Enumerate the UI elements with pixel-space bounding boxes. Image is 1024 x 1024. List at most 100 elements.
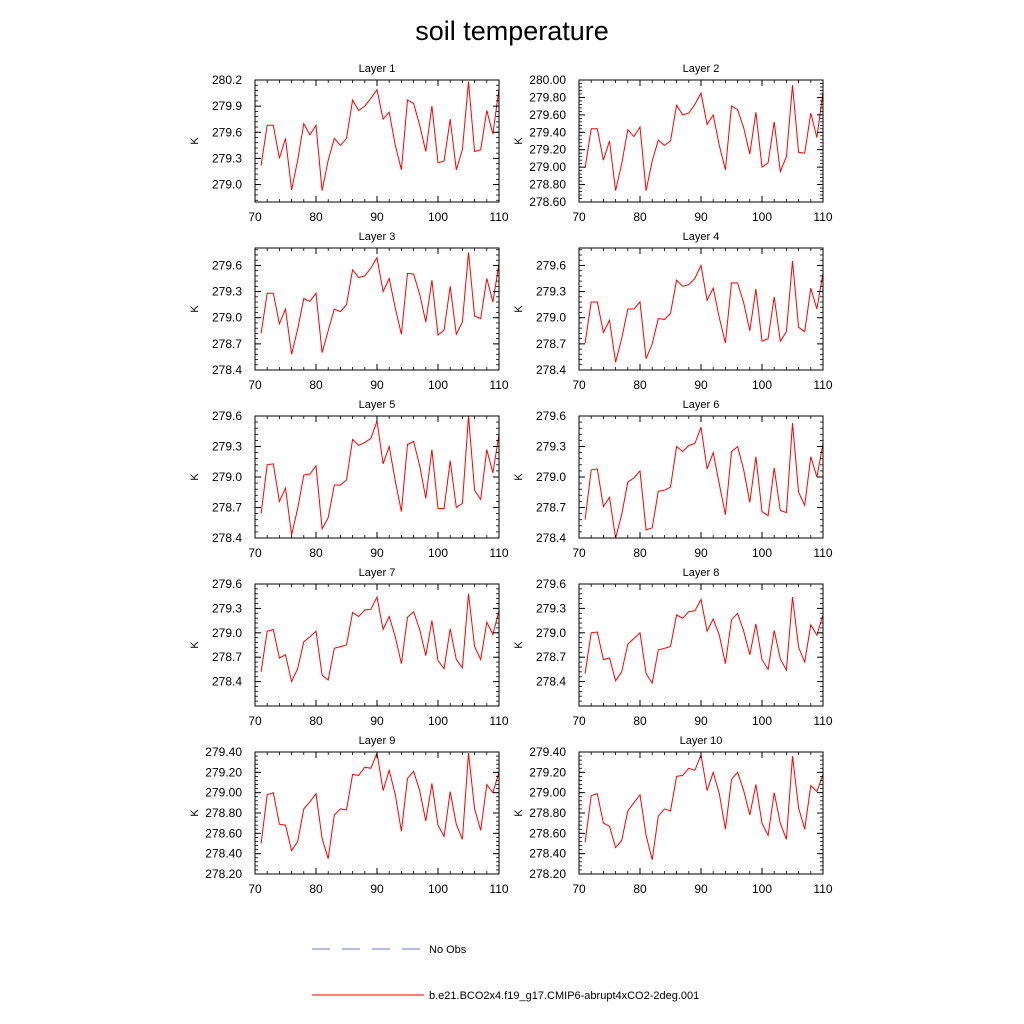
x-tick-label: 70 (572, 378, 586, 392)
x-tick-label: 90 (370, 714, 384, 728)
x-tick-label: 100 (752, 882, 772, 896)
x-tick-label: 80 (309, 210, 323, 224)
x-tick-label: 80 (309, 546, 323, 560)
y-tick-label: 279.3 (536, 440, 566, 454)
panel-layer-8: Layer 8 K 70 80 90 100 110 278.4 278.7 279.0 279.3… (513, 567, 833, 728)
y-tick-label: 278.4 (212, 675, 242, 689)
y-tick-label: 278.80 (529, 178, 566, 192)
y-tick-label: 278.7 (536, 650, 566, 664)
x-tick-label: 100 (752, 378, 772, 392)
panel-title: Layer 1 (359, 63, 396, 75)
y-tick-label: 279.6 (212, 125, 242, 139)
legend: No Obs b.e21.BCO2x4.f19_g17.CMIP6-abrupt… (312, 944, 699, 1002)
x-tick-label: 90 (694, 378, 708, 392)
y-axis-label: K (513, 809, 525, 817)
x-tick-label: 70 (572, 210, 586, 224)
x-tick-label: 110 (813, 882, 832, 896)
series-line (584, 423, 824, 539)
series-line (260, 593, 500, 684)
y-tick-label: 278.60 (205, 826, 242, 840)
y-tick-label: 279.3 (536, 601, 566, 615)
y-tick-label: 279.3 (212, 151, 242, 165)
y-tick-label: 278.80 (529, 806, 566, 820)
x-tick-label: 70 (248, 714, 262, 728)
x-tick-label: 80 (309, 714, 323, 728)
y-tick-label: 279.6 (536, 577, 566, 591)
y-tick-label: 278.80 (205, 806, 242, 820)
x-tick-label: 100 (428, 378, 448, 392)
x-tick-label: 70 (248, 210, 262, 224)
series-line (584, 596, 824, 685)
x-tick-label: 100 (428, 714, 448, 728)
x-tick-label: 100 (752, 546, 772, 560)
y-tick-label: 279.00 (529, 160, 566, 174)
y-tick-label: 278.20 (529, 867, 566, 881)
y-tick-label: 279.0 (212, 470, 242, 484)
panel-layer-10: Layer 10 K 70 80 90 100 110 278.20 278.40 278.60 2… (513, 735, 833, 896)
panel-title: Layer 9 (359, 735, 396, 747)
x-tick-label: 110 (489, 378, 508, 392)
y-tick-label: 278.4 (536, 675, 566, 689)
x-tick-label: 90 (694, 714, 708, 728)
panel-title: Layer 6 (683, 399, 720, 411)
x-tick-label: 110 (813, 546, 832, 560)
y-tick-label: 279.00 (529, 786, 566, 800)
series-line (260, 81, 500, 191)
y-tick-label: 279.20 (529, 765, 566, 779)
x-tick-label: 100 (428, 210, 448, 224)
plot-frame (254, 751, 500, 875)
panel-layer-7: Layer 7 K 70 80 90 100 110 278.4 278.7 279.0 279.3… (189, 567, 509, 728)
plot-frame (578, 583, 824, 707)
panel-title: Layer 7 (359, 567, 396, 579)
plot-frame (254, 79, 500, 203)
series-line (260, 252, 500, 355)
x-tick-label: 70 (572, 546, 586, 560)
panel-title: Layer 2 (683, 63, 720, 75)
plot-frame (578, 247, 824, 371)
y-tick-label: 279.80 (529, 90, 566, 104)
x-tick-label: 110 (489, 882, 508, 896)
x-tick-label: 90 (370, 210, 384, 224)
y-tick-label: 278.20 (205, 867, 242, 881)
y-tick-label: 279.40 (205, 745, 242, 759)
plot-frame (578, 415, 824, 539)
panel-layer-4: Layer 4 K 70 80 90 100 110 278.4 278.7 279.0 279.3… (513, 231, 833, 392)
y-axis-label: K (513, 641, 525, 649)
y-tick-label: 279.3 (212, 601, 242, 615)
y-tick-label: 279.0 (536, 470, 566, 484)
chart-panels: Layer 1 K 70 80 90 100 110 279.0 279.3 279.6 279.9… (189, 63, 833, 896)
x-tick-label: 70 (572, 882, 586, 896)
y-axis-label: K (189, 137, 201, 145)
y-tick-label: 278.7 (212, 650, 242, 664)
y-tick-label: 280.00 (529, 73, 566, 87)
x-tick-label: 110 (489, 546, 508, 560)
plot-frame (578, 751, 824, 875)
y-tick-label: 279.20 (529, 143, 566, 157)
y-tick-label: 279.0 (212, 178, 242, 192)
y-tick-label: 278.4 (536, 531, 566, 545)
y-tick-label: 280.2 (212, 73, 242, 87)
panel-layer-9: Layer 9 K 70 80 90 100 110 278.20 278.40 278.60 27… (189, 735, 509, 896)
x-tick-label: 110 (813, 210, 832, 224)
y-tick-label: 279.00 (205, 786, 242, 800)
x-tick-label: 100 (428, 546, 448, 560)
y-tick-label: 278.7 (536, 337, 566, 351)
panel-title: Layer 8 (683, 567, 720, 579)
y-tick-label: 279.20 (205, 765, 242, 779)
x-tick-label: 90 (694, 546, 708, 560)
y-tick-label: 279.60 (529, 108, 566, 122)
panel-title: Layer 10 (680, 735, 723, 747)
x-tick-label: 70 (248, 378, 262, 392)
panel-title: Layer 5 (359, 399, 396, 411)
y-tick-label: 278.60 (529, 195, 566, 209)
x-tick-label: 80 (633, 210, 647, 224)
y-tick-label: 279.0 (536, 311, 566, 325)
x-tick-label: 80 (633, 546, 647, 560)
x-tick-label: 80 (633, 882, 647, 896)
y-tick-label: 279.40 (529, 745, 566, 759)
y-tick-label: 279.6 (212, 258, 242, 272)
y-axis-label: K (189, 305, 201, 313)
x-tick-label: 110 (489, 210, 508, 224)
y-tick-label: 279.6 (212, 409, 242, 423)
